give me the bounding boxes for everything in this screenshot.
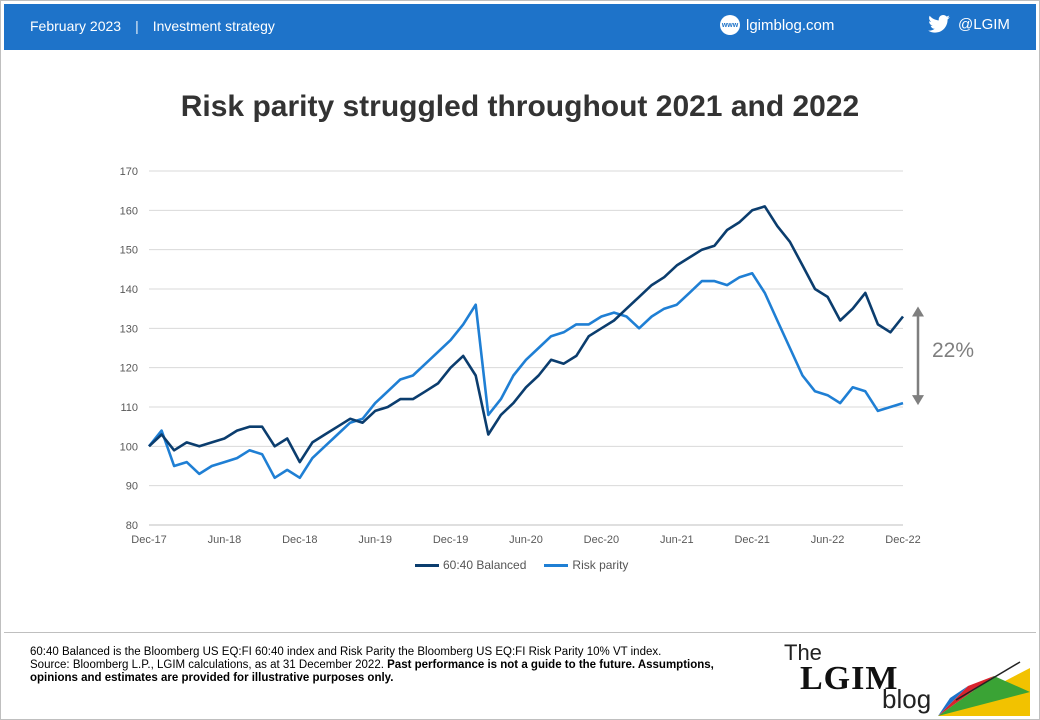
gap-arrow [912,306,924,406]
legend-label-risk-parity: Risk parity [572,558,629,572]
legend-label-balanced: 60:40 Balanced [443,558,527,572]
gap-annotation: 22% [932,339,975,362]
y-tick-label: 100 [120,441,138,453]
footnote-source: Source: Bloomberg L.P., LGIM calculation… [30,659,388,671]
y-axis-ticks: 80 90 100 110 120 130 140 150 160 170 [120,166,138,532]
footnote-disclaimer: Past performance is not a guide to the f… [30,659,714,684]
x-tick-label: Jun-18 [208,534,242,546]
chart-legend: 60:40 Balanced Risk parity [415,558,628,572]
lgim-blog-logo: The LGIM blog [780,640,1030,716]
footer-divider [4,632,1036,633]
chart-title: Risk parity struggled throughout 2021 an… [180,90,860,123]
x-tick-label: Jun-21 [660,534,694,546]
twitter-handle: @LGIM [958,15,1010,33]
x-axis-ticks: Dec-17 Jun-18 Dec-18 Jun-19 Dec-19 Jun-20 Dec-… [131,534,920,546]
website-label: lgimblog.com [746,16,835,34]
www-icon: www [720,15,740,35]
gap-arrow-head-up [912,306,924,317]
y-tick-label: 160 [120,205,138,217]
twitter-icon [928,15,950,33]
y-tick-label: 140 [120,284,138,296]
y-tick-label: 80 [126,520,138,532]
gap-arrow-head-down [912,395,924,406]
x-tick-label: Jun-20 [509,534,543,546]
series-line-risk-parity [147,272,904,480]
header-section: Investment strategy [152,18,275,34]
series-lines [147,205,905,480]
gridlines [149,170,903,487]
x-tick-label: Jun-22 [811,534,845,546]
twitter-link[interactable]: @LGIM [928,15,1010,33]
header-date: February 2023 [30,18,122,34]
x-tick-label: Dec-20 [584,534,619,546]
y-tick-label: 130 [120,323,138,335]
y-tick-label: 120 [120,363,138,375]
logo-the: The [784,640,822,665]
logo-blog: blog [882,684,932,714]
footnote: 60:40 Balanced is the Bloomberg US EQ:FI… [30,646,760,685]
header-separator: | [135,18,139,34]
umbrella-icon [938,661,1030,716]
series-line-balanced [148,205,905,464]
logo-lgim: LGIM [800,660,899,697]
footnote-line-2: Source: Bloomberg L.P., LGIM calculation… [30,659,760,685]
y-tick-label: 170 [120,166,138,178]
x-tick-label: Jun-19 [358,534,392,546]
legend-swatch-balanced [415,563,439,567]
x-tick-label: Dec-19 [433,534,468,546]
y-tick-label: 150 [120,245,138,257]
legend-item-risk-parity: Risk parity [544,558,628,572]
x-tick-label: Dec-22 [885,534,920,546]
x-tick-label: Dec-18 [282,534,317,546]
legend-item-balanced: 60:40 Balanced [415,558,526,572]
y-tick-label: 110 [120,402,138,414]
legend-swatch-risk-parity [544,563,569,567]
x-tick-label: Dec-21 [734,534,769,546]
header-bar: February 2023 | Investment strategy www … [4,4,1036,50]
website-link[interactable]: www lgimblog.com [720,15,834,35]
footnote-line-1: 60:40 Balanced is the Bloomberg US EQ:FI… [30,646,662,658]
header-left: February 2023 | Investment strategy [30,18,275,34]
x-tick-label: Dec-17 [131,534,166,546]
y-tick-label: 90 [126,481,138,493]
